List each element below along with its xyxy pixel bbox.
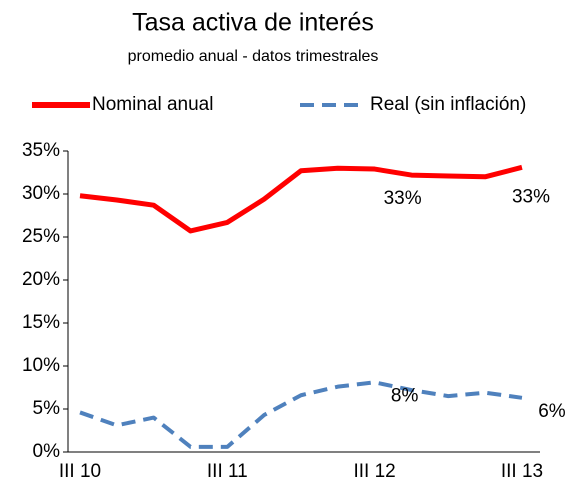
x-tick-label: III 11 — [207, 461, 248, 482]
y-tick-label: 15% — [22, 312, 60, 333]
x-tick-label: III 12 — [354, 461, 396, 482]
x-tick-label: III 13 — [501, 461, 543, 482]
y-tick-label: 0% — [33, 441, 61, 462]
y-tick-label: 5% — [33, 398, 61, 419]
y-tick-label: 30% — [22, 183, 60, 204]
series-line — [79, 380, 523, 449]
data-label: 8% — [391, 385, 419, 406]
y-tick-label: 20% — [22, 269, 60, 290]
chart-subtitle: promedio anual - datos trimestrales — [128, 48, 379, 65]
legend-label: Nominal anual — [92, 94, 213, 115]
data-label: 6% — [538, 401, 566, 422]
chart-title: Tasa activa de interés — [132, 9, 374, 37]
y-tick-label: 35% — [22, 140, 60, 161]
series-line — [79, 164, 523, 234]
legend-label: Real (sin inflación) — [370, 94, 526, 115]
data-label: 33% — [512, 186, 550, 207]
data-label: 33% — [384, 188, 422, 209]
y-tick-label: 25% — [22, 226, 60, 247]
x-tick-label: III 10 — [59, 461, 101, 482]
y-tick-label: 10% — [22, 355, 60, 376]
